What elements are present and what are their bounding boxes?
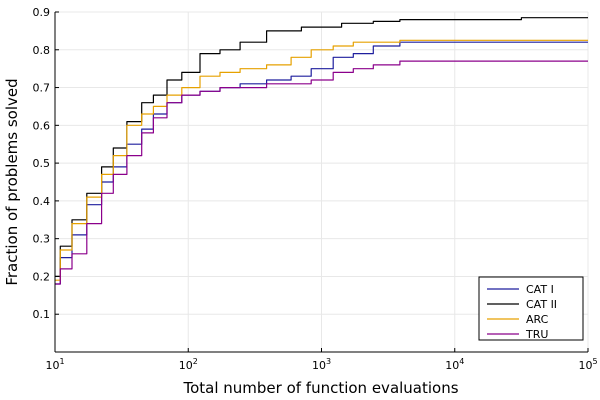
- series-line-2: [55, 17, 588, 277]
- x-tick-label: 101: [45, 357, 64, 372]
- x-tick-label: 103: [312, 357, 331, 372]
- legend-label: ARC: [526, 313, 549, 326]
- y-tick-label: 0.2: [33, 270, 51, 283]
- x-tick-label: 105: [578, 357, 597, 372]
- y-tick-label: 0.7: [33, 82, 51, 95]
- legend: CAT I CAT II ARC TRU: [478, 276, 584, 341]
- x-axis-title: Total number of function evaluations: [182, 379, 458, 397]
- y-tick-label: 0.8: [33, 44, 51, 57]
- legend-label: CAT I: [526, 283, 554, 296]
- y-tick-label: 0.6: [33, 119, 51, 132]
- x-tick-label: 104: [445, 357, 464, 372]
- y-tick-label: 0.4: [33, 195, 51, 208]
- y-tick-label: 0.9: [33, 6, 51, 19]
- y-tick-label: 0.5: [33, 157, 51, 170]
- y-tick-label: 0.1: [33, 308, 51, 321]
- series-lines: [55, 17, 588, 285]
- y-axis-title: Fraction of problems solved: [3, 78, 21, 285]
- series-line-4: [55, 60, 588, 285]
- legend-label: TRU: [525, 328, 548, 341]
- tick-labels: 0.1 0.2 0.3 0.4 0.5 0.6 0.7 0.8 0.9 101 102 103 104 1…: [33, 6, 598, 372]
- y-tick-label: 0.3: [33, 233, 51, 246]
- legend-label: CAT II: [526, 298, 557, 311]
- x-tick-label: 102: [179, 357, 198, 372]
- legend-box: [478, 276, 584, 341]
